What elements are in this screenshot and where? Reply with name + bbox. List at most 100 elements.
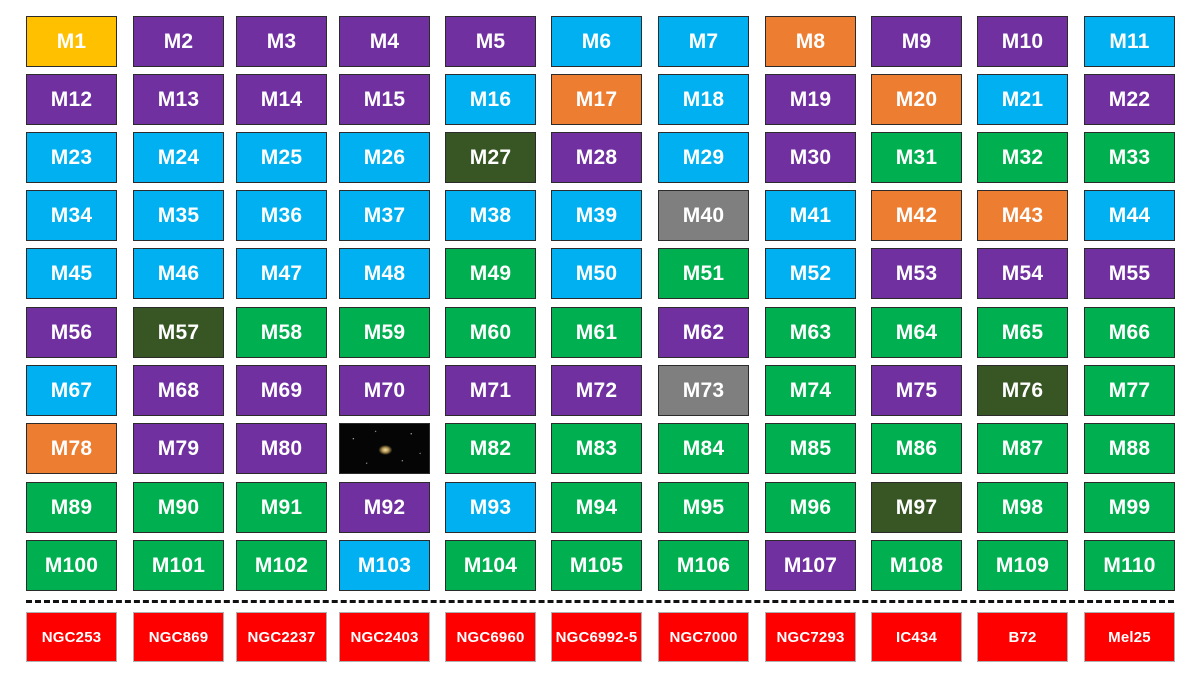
tile-ngc2237[interactable]: NGC2237 [236, 612, 327, 662]
tile-m74[interactable]: M74 [765, 365, 856, 416]
tile-m4[interactable]: M4 [339, 16, 430, 67]
tile-m80[interactable]: M80 [236, 423, 327, 474]
tile-m70[interactable]: M70 [339, 365, 430, 416]
tile-m40[interactable]: M40 [658, 190, 749, 241]
tile-m21[interactable]: M21 [977, 74, 1068, 125]
tile-m102[interactable]: M102 [236, 540, 327, 591]
tile-m41[interactable]: M41 [765, 190, 856, 241]
tile-m67[interactable]: M67 [26, 365, 117, 416]
tile-m10[interactable]: M10 [977, 16, 1068, 67]
tile-m104[interactable]: M104 [445, 540, 536, 591]
tile-m24[interactable]: M24 [133, 132, 224, 183]
tile-m106[interactable]: M106 [658, 540, 749, 591]
tile-m95[interactable]: M95 [658, 482, 749, 533]
tile-m97[interactable]: M97 [871, 482, 962, 533]
tile-m89[interactable]: M89 [26, 482, 117, 533]
tile-m79[interactable]: M79 [133, 423, 224, 474]
tile-m38[interactable]: M38 [445, 190, 536, 241]
tile-m15[interactable]: M15 [339, 74, 430, 125]
tile-mel25[interactable]: Mel25 [1084, 612, 1175, 662]
tile-m100[interactable]: M100 [26, 540, 117, 591]
tile-m56[interactable]: M56 [26, 307, 117, 358]
tile-m8[interactable]: M8 [765, 16, 856, 67]
tile-m107[interactable]: M107 [765, 540, 856, 591]
tile-m94[interactable]: M94 [551, 482, 642, 533]
tile-m62[interactable]: M62 [658, 307, 749, 358]
tile-ngc6992-5[interactable]: NGC6992-5 [551, 612, 642, 662]
tile-m85[interactable]: M85 [765, 423, 856, 474]
tile-m16[interactable]: M16 [445, 74, 536, 125]
tile-m90[interactable]: M90 [133, 482, 224, 533]
tile-m39[interactable]: M39 [551, 190, 642, 241]
tile-m36[interactable]: M36 [236, 190, 327, 241]
tile-m66[interactable]: M66 [1084, 307, 1175, 358]
tile-m6[interactable]: M6 [551, 16, 642, 67]
tile-m51[interactable]: M51 [658, 248, 749, 299]
tile-m3[interactable]: M3 [236, 16, 327, 67]
tile-m28[interactable]: M28 [551, 132, 642, 183]
tile-m84[interactable]: M84 [658, 423, 749, 474]
tile-m99[interactable]: M99 [1084, 482, 1175, 533]
tile-m92[interactable]: M92 [339, 482, 430, 533]
tile-m54[interactable]: M54 [977, 248, 1068, 299]
tile-m31[interactable]: M31 [871, 132, 962, 183]
tile-m33[interactable]: M33 [1084, 132, 1175, 183]
tile-m75[interactable]: M75 [871, 365, 962, 416]
tile-m29[interactable]: M29 [658, 132, 749, 183]
tile-m57[interactable]: M57 [133, 307, 224, 358]
galaxy-photo-tile[interactable] [339, 423, 430, 474]
tile-m98[interactable]: M98 [977, 482, 1068, 533]
tile-m37[interactable]: M37 [339, 190, 430, 241]
tile-m86[interactable]: M86 [871, 423, 962, 474]
tile-m49[interactable]: M49 [445, 248, 536, 299]
tile-m101[interactable]: M101 [133, 540, 224, 591]
tile-m22[interactable]: M22 [1084, 74, 1175, 125]
tile-ngc253[interactable]: NGC253 [26, 612, 117, 662]
tile-ngc7293[interactable]: NGC7293 [765, 612, 856, 662]
tile-ngc2403[interactable]: NGC2403 [339, 612, 430, 662]
tile-m13[interactable]: M13 [133, 74, 224, 125]
tile-m65[interactable]: M65 [977, 307, 1068, 358]
tile-m25[interactable]: M25 [236, 132, 327, 183]
tile-m27[interactable]: M27 [445, 132, 536, 183]
tile-m71[interactable]: M71 [445, 365, 536, 416]
tile-m73[interactable]: M73 [658, 365, 749, 416]
tile-m69[interactable]: M69 [236, 365, 327, 416]
tile-m105[interactable]: M105 [551, 540, 642, 591]
tile-m35[interactable]: M35 [133, 190, 224, 241]
tile-m18[interactable]: M18 [658, 74, 749, 125]
tile-m53[interactable]: M53 [871, 248, 962, 299]
tile-m96[interactable]: M96 [765, 482, 856, 533]
tile-ngc7000[interactable]: NGC7000 [658, 612, 749, 662]
tile-m60[interactable]: M60 [445, 307, 536, 358]
tile-m59[interactable]: M59 [339, 307, 430, 358]
tile-m91[interactable]: M91 [236, 482, 327, 533]
tile-m110[interactable]: M110 [1084, 540, 1175, 591]
tile-m1[interactable]: M1 [26, 16, 117, 67]
tile-m5[interactable]: M5 [445, 16, 536, 67]
tile-m43[interactable]: M43 [977, 190, 1068, 241]
tile-m78[interactable]: M78 [26, 423, 117, 474]
tile-m42[interactable]: M42 [871, 190, 962, 241]
tile-m108[interactable]: M108 [871, 540, 962, 591]
tile-m93[interactable]: M93 [445, 482, 536, 533]
tile-m12[interactable]: M12 [26, 74, 117, 125]
tile-m77[interactable]: M77 [1084, 365, 1175, 416]
tile-m52[interactable]: M52 [765, 248, 856, 299]
tile-m72[interactable]: M72 [551, 365, 642, 416]
tile-m50[interactable]: M50 [551, 248, 642, 299]
tile-m76[interactable]: M76 [977, 365, 1068, 416]
tile-m9[interactable]: M9 [871, 16, 962, 67]
tile-m61[interactable]: M61 [551, 307, 642, 358]
tile-m19[interactable]: M19 [765, 74, 856, 125]
tile-m87[interactable]: M87 [977, 423, 1068, 474]
tile-m55[interactable]: M55 [1084, 248, 1175, 299]
tile-m30[interactable]: M30 [765, 132, 856, 183]
tile-m11[interactable]: M11 [1084, 16, 1175, 67]
tile-m20[interactable]: M20 [871, 74, 962, 125]
tile-m26[interactable]: M26 [339, 132, 430, 183]
tile-b72[interactable]: B72 [977, 612, 1068, 662]
tile-m44[interactable]: M44 [1084, 190, 1175, 241]
tile-m83[interactable]: M83 [551, 423, 642, 474]
tile-m32[interactable]: M32 [977, 132, 1068, 183]
